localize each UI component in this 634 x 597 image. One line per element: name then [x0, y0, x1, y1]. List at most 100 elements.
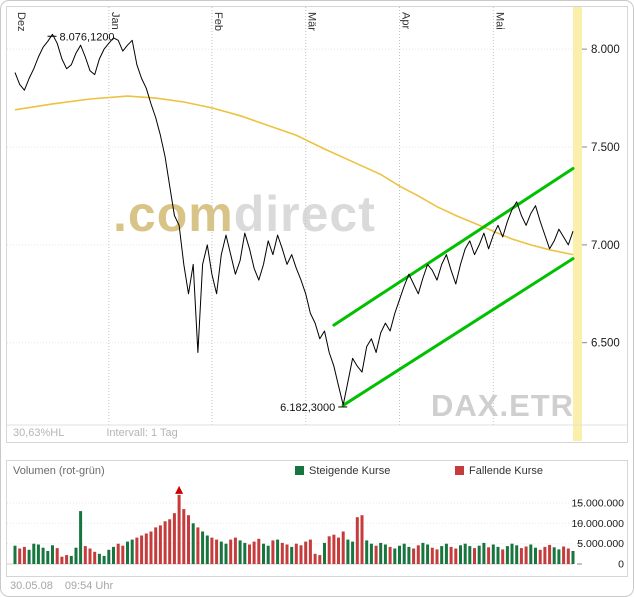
vol-axis-label: 15.000.000 — [571, 498, 624, 510]
volume-bar — [374, 545, 378, 564]
volume-bar — [557, 549, 561, 564]
volume-bar — [257, 538, 261, 564]
volume-bar — [172, 513, 176, 564]
volume-bar — [36, 544, 40, 564]
legend-rising-swatch — [295, 466, 304, 475]
volume-bar — [571, 551, 575, 564]
volume-bar — [65, 555, 69, 564]
watermark-direct: direct — [233, 186, 376, 242]
volume-bar — [238, 540, 242, 564]
volume-bar — [308, 539, 312, 564]
legend-falling-label: Fallende Kurse — [469, 465, 543, 477]
volume-bar — [51, 545, 54, 564]
symbol-watermark: DAX.ETR — [431, 388, 575, 423]
volume-bar — [205, 535, 209, 564]
volume-bar — [88, 548, 92, 564]
volume-bar — [519, 548, 523, 564]
y-axis-label: 6.500 — [591, 338, 620, 350]
comdirect-watermark: .comdirect — [113, 185, 376, 243]
price-chart-svg: 8.000 7.500 7.000 6.500 Dez Jan Feb Mär Apr Mai 8.… — [7, 7, 627, 441]
volume-bar — [346, 539, 350, 564]
volume-bar — [398, 545, 401, 564]
volume-bar — [290, 546, 294, 564]
trend-channel-lower — [341, 257, 575, 407]
volume-bar — [18, 548, 22, 564]
y-axis-label: 7.000 — [591, 240, 620, 252]
volume-bar — [262, 543, 265, 564]
volume-bar — [32, 543, 36, 564]
volume-bar — [121, 545, 125, 564]
price-chart-footer: 30,63%HL Intervall: 1 Tag — [13, 427, 178, 439]
volume-bar — [449, 546, 453, 564]
volume-bar — [74, 547, 78, 564]
volume-bar — [505, 546, 509, 564]
volume-bar — [69, 555, 73, 564]
volume-bar — [548, 544, 552, 564]
month-label: Mär — [306, 12, 318, 31]
volume-bar — [285, 544, 289, 564]
volume-bar — [435, 549, 439, 564]
volume-bar — [196, 527, 200, 564]
volume-bar — [144, 533, 148, 564]
volume-bar — [102, 555, 106, 564]
volume-bar — [201, 531, 205, 564]
volume-bar — [402, 543, 406, 564]
volume-bar — [97, 553, 101, 564]
volume-bar — [294, 543, 298, 564]
volume-bar — [412, 548, 416, 564]
volume-bar — [219, 541, 223, 564]
volume-bar — [280, 542, 284, 564]
volume-bar — [566, 548, 570, 564]
volume-bar — [318, 555, 322, 564]
vol-axis-label: 5.000.000 — [577, 538, 624, 550]
price-chart-panel: .comdirect DAX.ETR 8.000 7.500 7.000 6.500 D… — [6, 6, 628, 443]
volume-bar — [126, 541, 129, 564]
volume-bar — [187, 515, 190, 564]
volume-bar — [93, 551, 97, 564]
volume-bar — [440, 546, 444, 564]
legend-falling: Fallende Kurse — [455, 465, 543, 477]
volume-bar — [46, 551, 50, 564]
volume-bar — [337, 537, 340, 564]
volume-bar — [416, 545, 420, 564]
volume-bar — [426, 544, 430, 564]
month-label: Feb — [212, 12, 224, 31]
volume-bar — [482, 542, 486, 564]
volume-bar — [552, 547, 556, 564]
volume-bar — [116, 543, 120, 564]
volume-bar — [79, 511, 83, 564]
volume-bar — [379, 542, 383, 564]
volume-bar — [135, 537, 139, 564]
volume-bar — [383, 544, 387, 564]
volume-bar — [501, 549, 505, 564]
volume-bar — [182, 509, 186, 564]
today-highlight-band — [573, 7, 582, 441]
volume-bar — [538, 549, 542, 564]
volume-peak-marker — [175, 485, 184, 494]
moving-average-line — [14, 95, 574, 256]
volume-bar — [233, 537, 237, 564]
volume-bar — [191, 523, 195, 564]
volume-bar — [477, 545, 481, 564]
volume-bar — [304, 541, 308, 564]
volume-bar — [534, 547, 537, 564]
volume-bar — [491, 544, 495, 564]
volume-bar — [229, 539, 233, 564]
status-time: 09:54 Uhr — [64, 580, 114, 592]
volume-bar — [444, 543, 448, 564]
volume-bar — [323, 542, 326, 564]
volume-bar — [60, 556, 64, 564]
volume-bar — [351, 541, 355, 564]
volume-bar — [529, 544, 533, 564]
volume-bar — [421, 542, 425, 564]
volume-bar — [543, 546, 547, 564]
month-label: Apr — [400, 12, 412, 29]
volume-bar — [112, 546, 115, 564]
volume-header: Volumen (rot-grün) Steigende Kurse Falle… — [7, 461, 627, 483]
volume-bar — [327, 536, 331, 564]
volume-bar — [158, 525, 162, 564]
annotation-label: 8.076,1200 — [60, 31, 115, 43]
volume-bar — [215, 539, 219, 564]
status-date: 30.05.08 — [10, 580, 53, 592]
